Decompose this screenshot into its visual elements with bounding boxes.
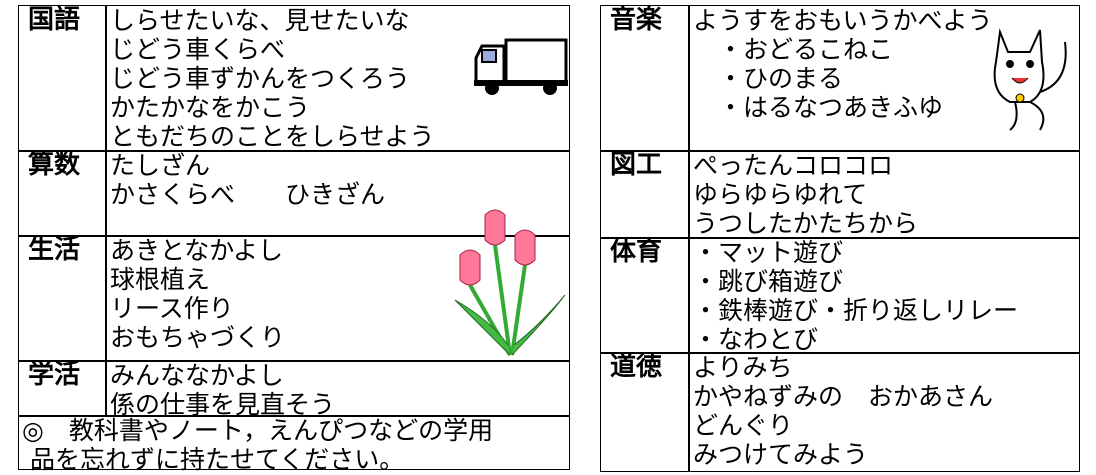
subject: 図工 bbox=[610, 150, 663, 180]
content-line: ゆらゆらゆれて bbox=[693, 180, 868, 209]
content-line: たしざん bbox=[110, 151, 211, 180]
subject-cell bbox=[18, 235, 107, 362]
subject-cell bbox=[600, 150, 690, 239]
content-line: みつけてみよう bbox=[693, 440, 869, 469]
subject-cell bbox=[18, 150, 107, 237]
content-line: ・なわとび bbox=[693, 325, 819, 354]
subject: 生活 bbox=[28, 235, 81, 265]
subject: 道徳 bbox=[610, 352, 663, 382]
content-line: うつしたかたちから bbox=[693, 209, 919, 238]
content-cell bbox=[688, 352, 1080, 472]
content-line: ・鉄棒遊び・折り返しリレー bbox=[693, 296, 1019, 325]
content-cell bbox=[105, 235, 570, 362]
subject-cell bbox=[18, 5, 107, 152]
content-line: よりみち bbox=[693, 353, 793, 382]
subject-cell bbox=[600, 237, 690, 354]
content-cell bbox=[105, 5, 570, 152]
content-line: 球根植え bbox=[110, 265, 211, 294]
subject-cell bbox=[600, 5, 690, 152]
content-line: じどう車ずかんをつくろう bbox=[110, 64, 411, 93]
content-line: かたかなをかこう bbox=[110, 93, 311, 122]
content-line: リース作り bbox=[110, 294, 234, 323]
content-line: ・ひのまる bbox=[693, 64, 844, 93]
truck-icon bbox=[474, 38, 568, 95]
note-cell bbox=[18, 415, 570, 470]
content-line: かやねずみの おかあさん bbox=[693, 382, 994, 411]
subject: 学活 bbox=[28, 360, 81, 390]
content-line: じどう車くらべ bbox=[110, 35, 286, 64]
cat-icon bbox=[993, 28, 1067, 131]
content-line: ともだちのことをしらせよう bbox=[110, 122, 435, 151]
subject-cell bbox=[600, 352, 690, 472]
content-cell bbox=[105, 360, 570, 417]
content-line: ようすをおもいうかべよう bbox=[693, 6, 993, 35]
content-line: しらせたいな、見せたいな bbox=[110, 6, 410, 35]
subject: 国語 bbox=[28, 5, 81, 35]
subject: 体育 bbox=[610, 237, 663, 267]
content-line: どんぐり bbox=[693, 411, 794, 440]
content-cell bbox=[105, 150, 570, 237]
content-line: 係の仕事を見直そう bbox=[110, 390, 336, 419]
tulip-icon bbox=[454, 209, 566, 356]
content-cell bbox=[688, 5, 1080, 152]
content-line: かさくらべ ひきざん bbox=[110, 180, 386, 209]
content-line: みんななかよし bbox=[110, 361, 284, 390]
note-line: ◎ 教科書やノート，えんぴつなどの学用 bbox=[22, 416, 494, 445]
content-line: ・マット遊び bbox=[693, 238, 844, 267]
content-line: おもちゃづくり bbox=[110, 323, 286, 352]
subject-cell bbox=[18, 360, 107, 417]
content-line: ・跳び箱遊び bbox=[693, 267, 844, 296]
subject: 音楽 bbox=[610, 5, 663, 35]
content-line: ・はるなつあきふゆ bbox=[693, 93, 944, 122]
content-line: ・おどるこねこ bbox=[693, 35, 894, 64]
content-cell bbox=[688, 150, 1080, 239]
subject: 算数 bbox=[28, 150, 81, 180]
content-cell bbox=[688, 237, 1080, 354]
content-line: ぺったんコロコロ bbox=[693, 151, 894, 180]
content-line: あきとなかよし bbox=[110, 236, 284, 265]
